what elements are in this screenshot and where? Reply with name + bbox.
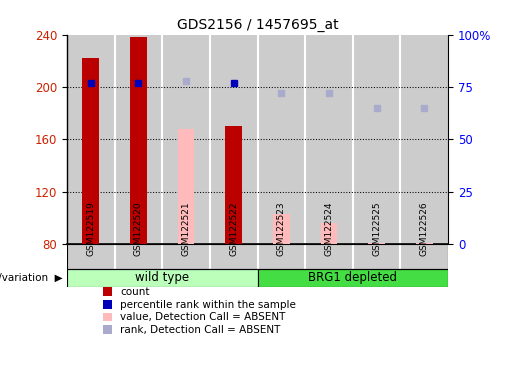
Bar — [67, 35, 115, 244]
Text: GSM122521: GSM122521 — [182, 201, 191, 256]
Text: wild type: wild type — [135, 271, 190, 284]
Bar — [210, 35, 258, 244]
Bar — [258, 35, 305, 244]
Bar — [67, 269, 258, 286]
Bar — [82, 58, 99, 244]
Bar — [114, 35, 162, 244]
Bar — [416, 243, 433, 244]
Bar — [368, 243, 385, 244]
Bar — [321, 223, 337, 244]
Bar — [226, 126, 242, 244]
Bar — [162, 35, 210, 244]
Text: BRG1 depleted: BRG1 depleted — [308, 271, 397, 284]
Text: GSM122519: GSM122519 — [87, 201, 95, 256]
Text: genotype/variation  ▶: genotype/variation ▶ — [0, 273, 62, 283]
Bar — [258, 269, 448, 286]
Text: GSM122526: GSM122526 — [420, 201, 428, 256]
Text: GSM122522: GSM122522 — [229, 202, 238, 256]
Bar — [178, 129, 194, 244]
Bar — [353, 35, 401, 244]
Bar — [305, 35, 353, 244]
Bar — [401, 35, 448, 244]
Text: GSM122525: GSM122525 — [372, 201, 381, 256]
Text: GSM122524: GSM122524 — [324, 202, 333, 256]
Bar — [273, 214, 289, 244]
Bar — [130, 37, 147, 244]
Title: GDS2156 / 1457695_at: GDS2156 / 1457695_at — [177, 18, 338, 32]
Text: GSM122523: GSM122523 — [277, 201, 286, 256]
Legend: count, percentile rank within the sample, value, Detection Call = ABSENT, rank, : count, percentile rank within the sample… — [102, 287, 296, 335]
Bar — [67, 244, 448, 269]
Text: GSM122520: GSM122520 — [134, 201, 143, 256]
Bar — [67, 244, 448, 269]
